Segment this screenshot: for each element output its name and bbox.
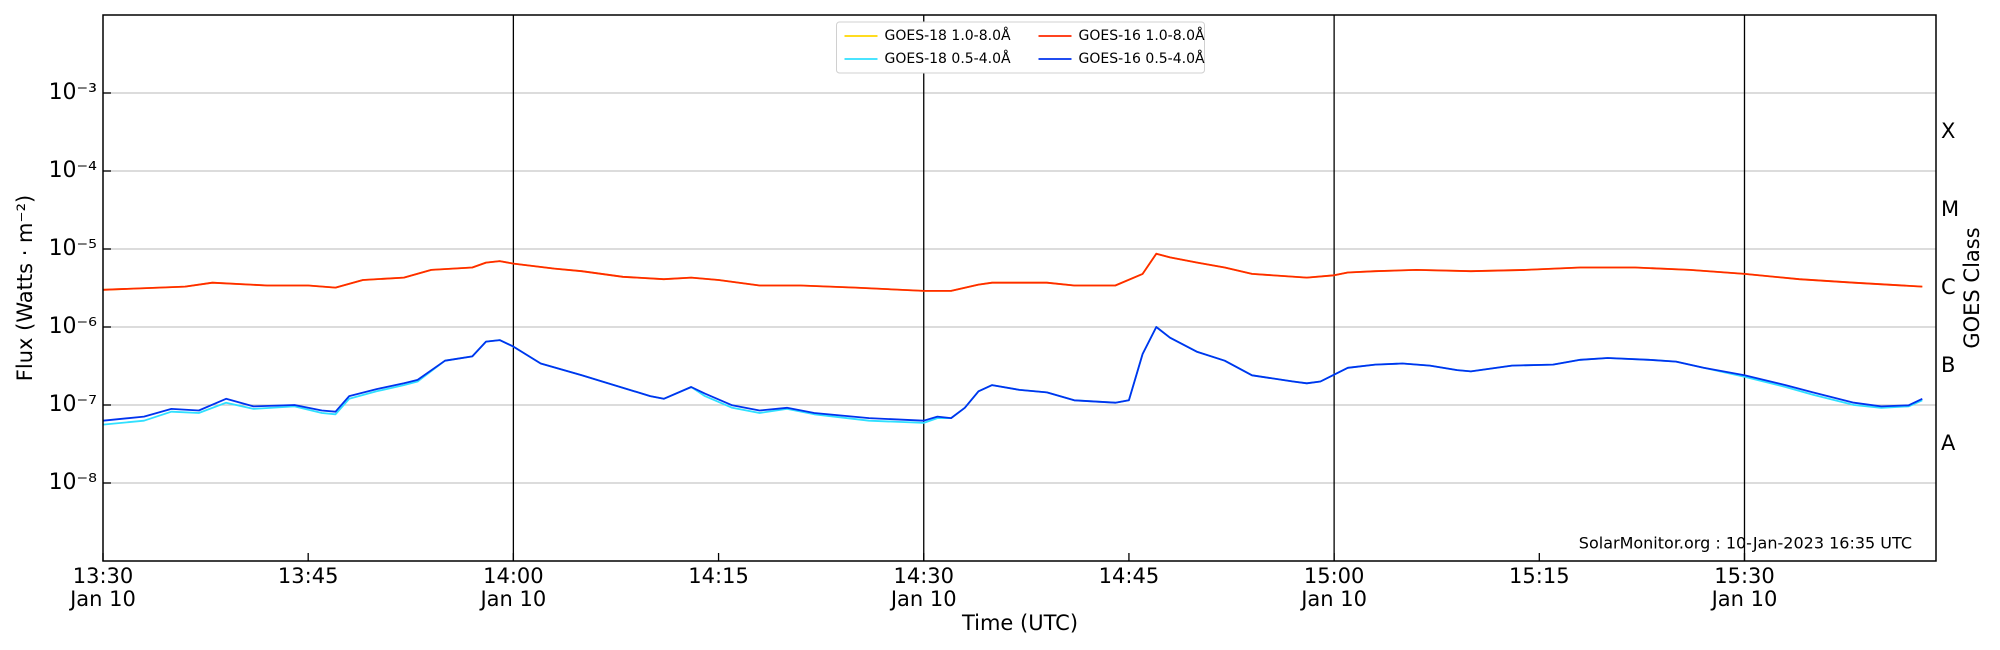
x-tick-label: 15:30 Jan 10 [1711,564,1778,611]
legend-label: GOES-16 1.0-8.0Å [1079,27,1205,44]
series-line [102,252,1923,292]
x-tick-label: 14:15 [688,564,749,588]
y2-tick-label: B [1941,353,1955,377]
legend-label: GOES-18 0.5-4.0Å [885,50,1011,67]
annotation: SolarMonitor.org : 10-Jan-2023 16:35 UTC [1579,534,1912,553]
plot-frame [102,14,1937,562]
series-line [102,326,1923,426]
y2-axis-label: GOES Class [1960,227,1984,348]
y-tick-label: 10⁻⁷ [49,392,97,417]
legend-label: GOES-16 0.5-4.0Å [1079,50,1205,67]
x-tick-label: 14:45 [1098,564,1160,588]
x-tick-label: 14:30 Jan 10 [890,564,957,611]
x-tick-label: 15:15 [1509,564,1570,588]
x-axis-label: Time (UTC) [961,611,1078,635]
y-tick-label: 10⁻⁸ [49,470,98,495]
legend-label: GOES-18 1.0-8.0Å [885,27,1011,44]
y2-tick-label: M [1941,197,1959,221]
legend-box [836,21,1205,74]
y-tick-label: 10⁻³ [49,80,97,105]
x-tick-label: 15:00 Jan 10 [1301,564,1367,611]
y2-tick-label: A [1941,431,1956,455]
y-tick-label: 10⁻⁴ [49,158,98,183]
y-tick-label: 10⁻⁶ [49,314,98,339]
series-line [102,326,1923,422]
y-tick-label: 10⁻⁵ [49,236,97,261]
x-tick-label: 13:30 Jan 10 [70,564,136,611]
x-tick-label: 13:45 [277,564,339,588]
series-line [102,252,1923,292]
y2-tick-label: X [1941,119,1955,143]
x-tick-label: 14:00 Jan 10 [480,564,547,611]
y2-tick-label: C [1941,275,1956,299]
y-axis-label: Flux (Watts · m⁻²) [13,195,37,381]
